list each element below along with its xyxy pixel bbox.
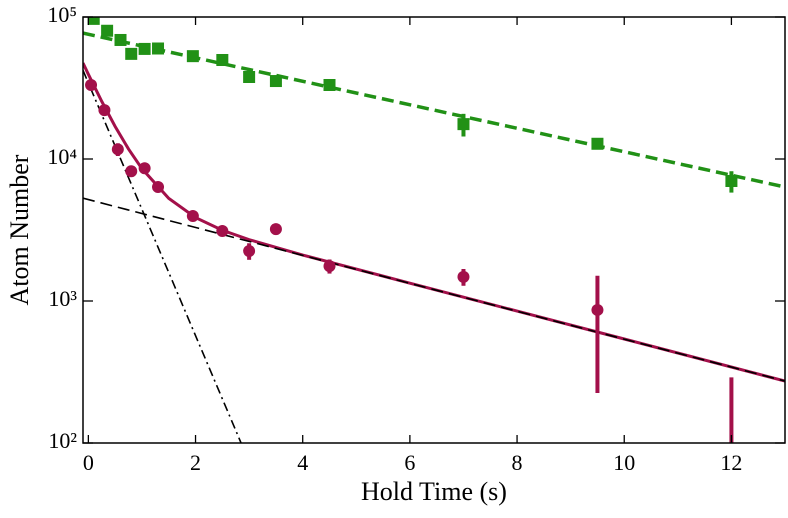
fit-line (83, 70, 242, 443)
data-point (125, 165, 138, 178)
data-point (138, 162, 151, 175)
data-point (323, 78, 336, 91)
data-point (186, 50, 199, 63)
data-point (269, 223, 282, 236)
x-tick-label: 0 (83, 450, 94, 475)
plot-area (83, 17, 785, 443)
data-point (269, 75, 282, 88)
fit-line (83, 31, 785, 189)
data-point (152, 42, 165, 55)
fit-line (83, 62, 785, 383)
y-tick-label: 10⁴ (47, 144, 77, 169)
y-axis-title: Atom Number (5, 154, 34, 305)
data-point (101, 24, 114, 37)
data-point (216, 53, 229, 66)
data-point (243, 70, 256, 83)
x-tick-label: 4 (297, 450, 308, 475)
data-point (457, 270, 470, 283)
data-point (216, 225, 229, 238)
x-tick-label: 12 (720, 450, 742, 475)
data-point (591, 137, 604, 150)
x-tick-label: 8 (512, 450, 523, 475)
data-point (138, 42, 151, 55)
data-point (323, 260, 336, 273)
data-point (243, 244, 256, 257)
x-axis-title: Hold Time (s) (361, 477, 507, 506)
data-point (591, 303, 604, 316)
data-point (152, 181, 165, 194)
y-tick-label: 10³ (48, 286, 77, 311)
x-tick-label: 2 (190, 450, 201, 475)
data-point (87, 17, 100, 25)
data-point (114, 33, 127, 46)
y-tick-label: 10⁵ (47, 2, 77, 27)
x-tick-label: 6 (404, 450, 415, 475)
data-point (457, 118, 470, 131)
data-point (98, 104, 111, 117)
data-point (186, 209, 199, 222)
data-point (111, 143, 124, 156)
x-tick-label: 10 (613, 450, 635, 475)
y-tick-label: 10² (48, 428, 77, 453)
plot-frame (82, 16, 786, 444)
data-point (725, 174, 738, 187)
data-point (125, 47, 138, 60)
data-point (85, 78, 98, 91)
fit-line (83, 197, 785, 382)
